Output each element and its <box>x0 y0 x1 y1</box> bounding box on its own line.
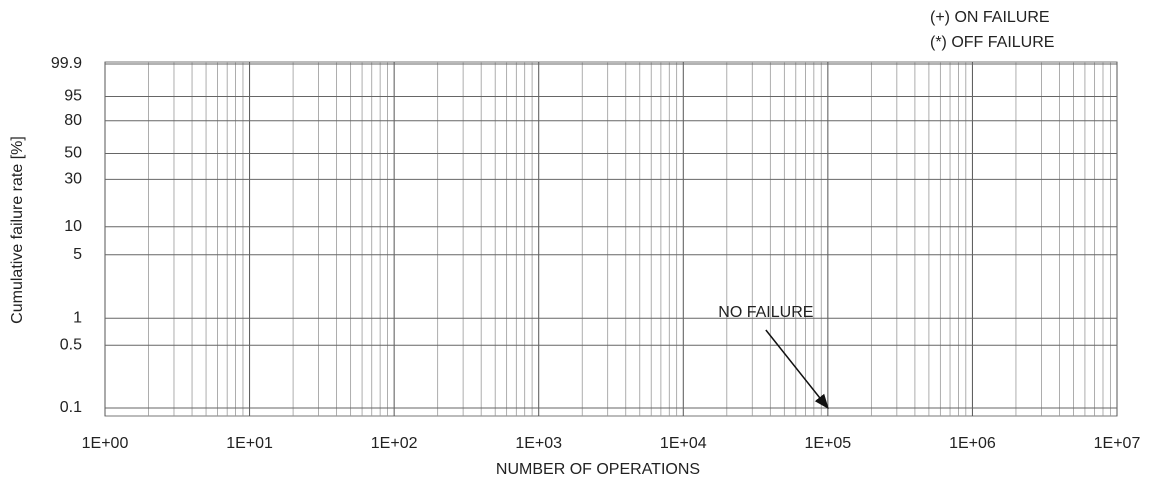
y-tick-label: 99.9 <box>51 55 82 72</box>
x-tick-label: 1E+01 <box>226 435 273 452</box>
y-tick-label: 95 <box>64 88 82 105</box>
x-tick-label: 1E+00 <box>82 435 129 452</box>
x-tick-label: 1E+07 <box>1094 435 1141 452</box>
annotation-text: NO FAILURE <box>718 304 813 321</box>
x-tick-label: 1E+02 <box>371 435 418 452</box>
y-tick-label: 1 <box>73 309 82 326</box>
x-tick-label: 1E+06 <box>949 435 996 452</box>
y-tick-label: 0.5 <box>60 337 82 354</box>
x-tick-label: 1E+04 <box>660 435 707 452</box>
legend-label: (+) ON FAILURE <box>930 9 1050 26</box>
legend-label: (*) OFF FAILURE <box>930 34 1054 51</box>
y-tick-label: 80 <box>64 112 82 129</box>
y-axis-label: Cumulative failure rate [%] <box>9 136 26 324</box>
x-tick-label: 1E+05 <box>804 435 851 452</box>
y-tick-label: 5 <box>73 246 82 263</box>
x-axis-label: NUMBER OF OPERATIONS <box>496 461 700 478</box>
y-tick-label: 30 <box>64 171 82 188</box>
plot-frame <box>104 61 1118 417</box>
y-tick-label: 0.1 <box>60 399 82 416</box>
y-tick-label: 10 <box>64 218 82 235</box>
annotation-arrow <box>765 329 829 410</box>
x-tick-label: 1E+03 <box>515 435 562 452</box>
y-tick-label: 50 <box>64 145 82 162</box>
